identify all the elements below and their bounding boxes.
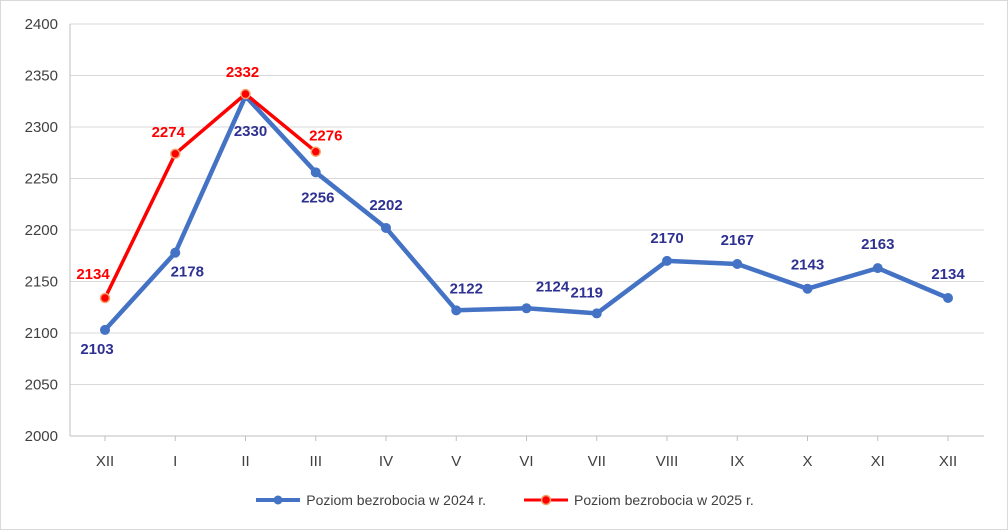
x-tick-label: IX	[730, 453, 744, 470]
legend-swatch-2024	[256, 495, 301, 505]
x-tick-label: III	[309, 453, 322, 470]
series-lines	[99, 88, 953, 335]
data-labels: 2103 2178 2330 2256 2202 2122 2124 2119 2170 2167…	[76, 64, 965, 358]
legend-item-2024: Poziom bezrobocia w 2024 r.	[254, 492, 486, 508]
series-line-2024	[102, 93, 951, 333]
x-tick-label: X	[802, 453, 812, 470]
data-point-2024	[802, 283, 813, 294]
x-tick-label: VI	[519, 453, 533, 470]
data-label-2024: 2119	[570, 284, 603, 301]
y-tick-label: 2300	[25, 119, 58, 136]
x-tick-label: XII	[96, 453, 114, 470]
data-point-2024	[872, 263, 883, 274]
data-point-2024	[662, 255, 672, 266]
y-tick-label: 2000	[25, 428, 58, 445]
data-point-2025	[99, 292, 111, 304]
y-tick-label: 2200	[25, 222, 58, 239]
x-tick-label: XII	[939, 453, 957, 470]
data-label-2024: 2330	[234, 123, 267, 140]
data-label-2024: 2134	[931, 266, 965, 283]
data-label-2025: 2274	[152, 124, 186, 141]
data-point-2025	[170, 148, 181, 160]
x-tick-label: VII	[588, 453, 606, 470]
data-point-2024	[732, 258, 743, 269]
data-label-2024: 2202	[369, 197, 402, 214]
data-point-2024	[591, 308, 602, 319]
data-label-2024: 2103	[80, 341, 113, 358]
data-label-2025: 2332	[226, 64, 259, 81]
data-label-2024: 2256	[301, 189, 334, 206]
data-label-2024: 2124	[536, 278, 570, 295]
y-tick-label: 2250	[25, 171, 58, 188]
x-tick-label: IV	[379, 453, 393, 470]
legend-label-2025: Poziom bezrobocia w 2025 r.	[574, 492, 754, 508]
y-tick-label: 2400	[25, 16, 58, 33]
data-point-2024	[521, 303, 532, 314]
data-point-2024	[310, 167, 321, 178]
gridlines	[69, 23, 984, 437]
x-tick-label: II	[241, 453, 249, 470]
legend-label-2024: Poziom bezrobocia w 2024 r.	[306, 492, 486, 508]
data-point-2024	[451, 305, 462, 316]
data-point-2024	[381, 222, 391, 233]
data-point-2025	[240, 88, 251, 100]
data-label-2024: 2167	[721, 232, 754, 249]
data-point-2025	[310, 146, 321, 157]
y-tick-label: 2100	[25, 325, 58, 342]
data-label-2024: 2163	[861, 236, 894, 253]
data-label-2024: 2122	[450, 280, 483, 297]
data-label-2024: 2178	[171, 264, 204, 281]
data-label-2024: 2143	[791, 257, 824, 274]
data-label-2025: 2276	[309, 128, 342, 145]
series-line-2025	[103, 92, 318, 300]
data-label-2025: 2134	[76, 266, 110, 283]
x-tick-label: XI	[871, 453, 885, 470]
data-label-2024: 2170	[650, 230, 683, 247]
legend-item-2025: Poziom bezrobocia w 2025 r.	[522, 492, 754, 508]
data-point-2024	[100, 324, 110, 335]
x-axis-ticks: XII I II III IV V VI VII VIII IX X XI XII	[96, 436, 957, 470]
y-axis-ticks: 2000 2050 2100 2150 2200 2250 2300 2350 2400	[25, 16, 58, 445]
y-tick-label: 2050	[25, 377, 58, 394]
y-tick-label: 2150	[25, 274, 58, 291]
y-tick-label: 2350	[25, 68, 58, 85]
x-tick-label: I	[173, 453, 177, 470]
legend-swatch-2025	[524, 494, 568, 506]
data-point-2024	[170, 247, 181, 258]
data-point-2024	[943, 292, 953, 303]
legend: Poziom bezrobocia w 2024 r. Poziom bezro…	[0, 488, 1008, 512]
x-tick-label: V	[451, 453, 461, 470]
x-tick-label: VIII	[656, 453, 679, 470]
